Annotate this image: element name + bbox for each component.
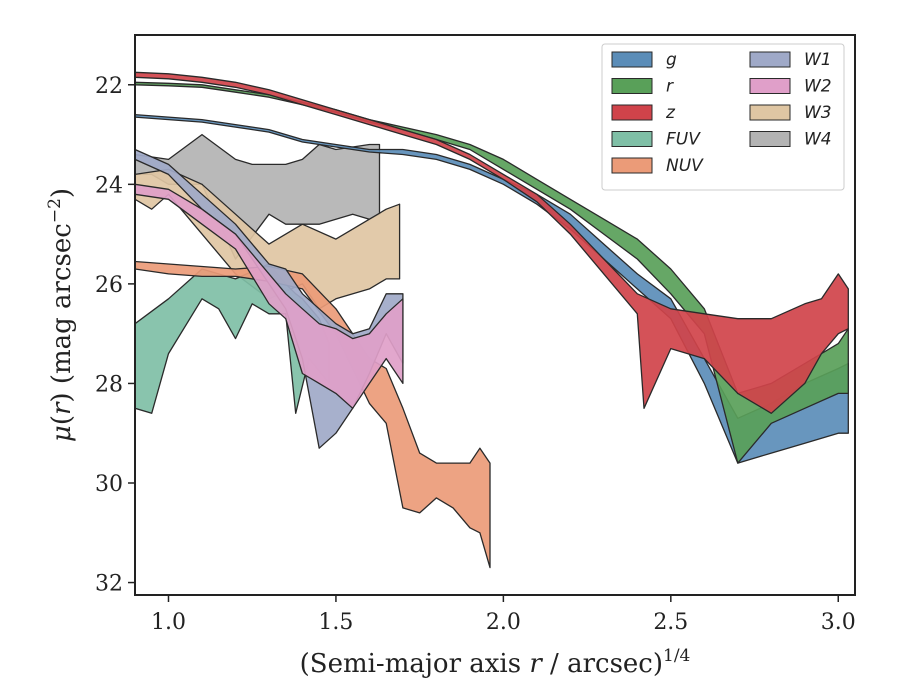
y-tick-label: 30	[95, 472, 123, 497]
y-axis-ticks: 22 24 26 28 30 32	[95, 74, 135, 597]
x-tick-label: 1.0	[151, 610, 186, 635]
plot-frame	[134, 34, 856, 596]
legend-label-NUV: NUV	[666, 156, 704, 176]
legend: grz FUV NUV W1 W2 W3 W4	[601, 43, 845, 191]
x-axis-ticks: 1.0 1.5 2.0 2.5 3.0	[151, 595, 856, 635]
legend-label-FUV: FUV	[666, 130, 701, 150]
x-tick-label: 2.0	[486, 610, 521, 635]
legend-swatch-z	[611, 104, 653, 121]
legend-swatch-FUV	[611, 131, 653, 147]
y-tick-label: 24	[95, 173, 123, 198]
profile-bands	[135, 71, 849, 569]
legend-swatch-W4	[749, 131, 791, 147]
legend-swatch-W2	[749, 78, 791, 94]
legend-swatch-r	[611, 78, 653, 94]
y-tick-label: 28	[95, 372, 123, 397]
band-W2	[135, 183, 404, 409]
y-tick-label: 22	[95, 74, 123, 99]
legend-label-W1: W1	[804, 50, 832, 70]
legend-label-W4: W4	[804, 130, 832, 150]
y-axis-label: μ(r) (mag arcsec−2)	[45, 188, 77, 442]
legend-label-W2: W2	[804, 77, 832, 97]
legend-swatch-NUV	[611, 157, 653, 174]
legend-swatch-W3	[749, 104, 791, 121]
x-axis-label: (Semi-major axis r / arcsec)1/4	[300, 646, 691, 679]
legend-label-g: g	[666, 50, 677, 70]
x-tick-label: 3.0	[821, 610, 856, 635]
band-z	[135, 71, 849, 414]
x-tick-label: 1.5	[318, 610, 353, 635]
band-g	[135, 113, 849, 464]
legend-label-z: z	[665, 103, 676, 123]
legend-label-r: r	[666, 77, 674, 97]
legend-swatch-W1	[749, 51, 791, 68]
y-tick-label: 32	[95, 572, 123, 597]
y-tick-label: 26	[95, 273, 123, 298]
x-tick-label: 2.5	[653, 610, 688, 635]
legend-label-W3: W3	[804, 103, 832, 123]
legend-swatch-g	[611, 51, 653, 68]
